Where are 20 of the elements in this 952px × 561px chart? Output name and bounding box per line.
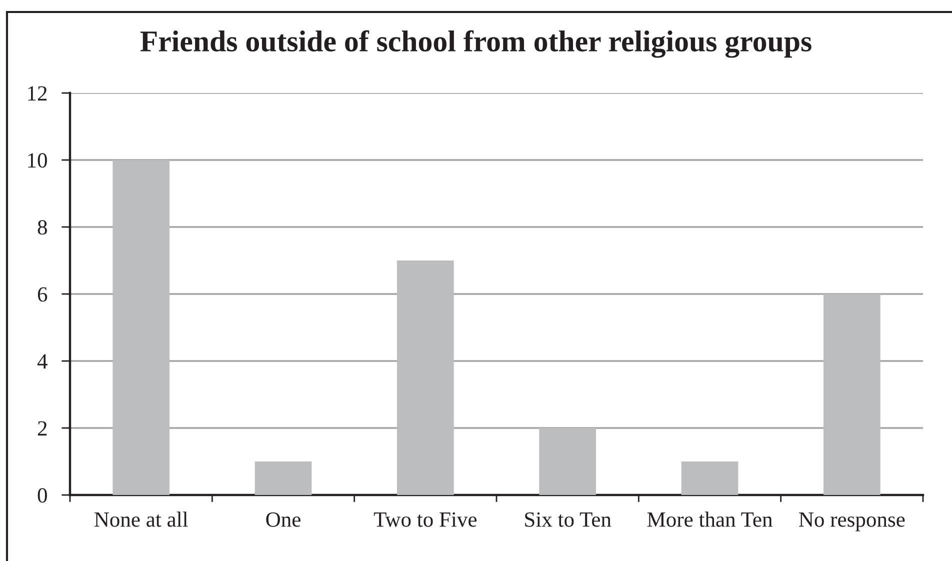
y-tick-label: 8 — [38, 220, 47, 235]
x-tick-label: Two to Five — [374, 512, 477, 527]
y-tick-label: 10 — [28, 153, 47, 168]
bar — [539, 428, 596, 495]
bar — [396, 260, 454, 495]
x-tick-label: More than Ten — [647, 512, 772, 527]
x-tick-label: Six to Ten — [525, 512, 612, 527]
y-tick-label: 4 — [37, 354, 48, 368]
y-tick-label: 6 — [38, 287, 48, 302]
bar — [254, 462, 312, 495]
x-tick-label: None at all — [94, 512, 188, 527]
chart-title: Friends outside of school from other religious groups — [140, 30, 812, 58]
y-tick-label: 12 — [28, 86, 47, 100]
y-tick-label: 0 — [38, 488, 47, 503]
y-tick-label: 2 — [38, 421, 47, 436]
bar — [112, 160, 170, 495]
x-tick-label: One — [266, 512, 300, 527]
bar — [681, 462, 738, 495]
bar — [823, 294, 880, 495]
x-tick-label: No response — [799, 512, 905, 532]
